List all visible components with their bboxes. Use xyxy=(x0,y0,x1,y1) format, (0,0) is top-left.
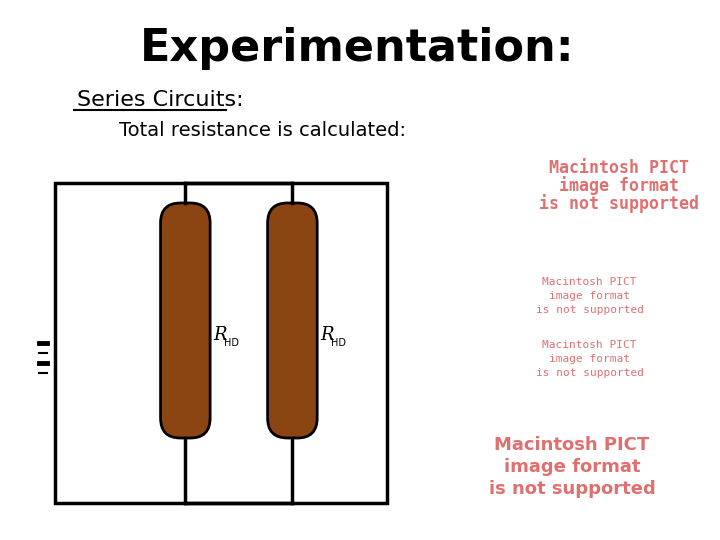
Text: Macintosh PICT: Macintosh PICT xyxy=(542,277,637,287)
Text: HD: HD xyxy=(224,338,239,348)
Text: Experimentation:: Experimentation: xyxy=(140,26,574,70)
Text: Macintosh PICT: Macintosh PICT xyxy=(542,340,637,350)
FancyBboxPatch shape xyxy=(268,203,318,438)
Text: Total resistance is calculated:: Total resistance is calculated: xyxy=(94,120,406,139)
Text: is not supported: is not supported xyxy=(536,368,644,378)
Text: image format: image format xyxy=(549,291,630,301)
Text: image format: image format xyxy=(504,458,640,476)
Text: is not supported: is not supported xyxy=(539,194,699,213)
Text: R: R xyxy=(320,326,333,343)
Text: R: R xyxy=(213,326,227,343)
Text: Macintosh PICT: Macintosh PICT xyxy=(549,159,690,177)
Text: is not supported: is not supported xyxy=(488,480,655,498)
Text: HD: HD xyxy=(331,338,346,348)
FancyBboxPatch shape xyxy=(161,203,210,438)
Text: image format: image format xyxy=(549,354,630,364)
Text: is not supported: is not supported xyxy=(536,305,644,315)
Text: Series Circuits:: Series Circuits: xyxy=(77,90,244,110)
Bar xyxy=(55,183,387,503)
Text: Macintosh PICT: Macintosh PICT xyxy=(494,436,649,454)
Text: image format: image format xyxy=(559,177,680,195)
